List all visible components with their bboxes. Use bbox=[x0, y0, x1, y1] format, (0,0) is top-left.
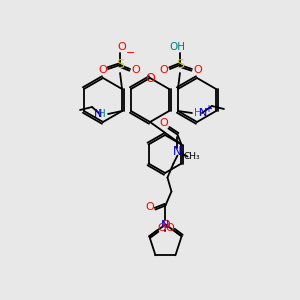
Text: O: O bbox=[145, 202, 154, 212]
Text: O: O bbox=[165, 223, 174, 233]
Text: N: N bbox=[161, 220, 169, 230]
Text: O: O bbox=[118, 42, 126, 52]
Text: H: H bbox=[98, 109, 106, 119]
Text: S: S bbox=[116, 58, 124, 71]
Text: S: S bbox=[176, 58, 184, 71]
Text: N: N bbox=[173, 145, 182, 158]
Text: O: O bbox=[145, 71, 155, 85]
Text: O: O bbox=[160, 65, 168, 75]
Text: +: + bbox=[204, 104, 212, 114]
Text: O: O bbox=[157, 223, 166, 233]
Text: H: H bbox=[194, 108, 202, 118]
Text: O: O bbox=[159, 118, 168, 128]
Text: N: N bbox=[94, 109, 102, 119]
Text: O: O bbox=[99, 65, 107, 75]
Text: OH: OH bbox=[169, 42, 185, 52]
Text: O: O bbox=[132, 65, 140, 75]
Text: −: − bbox=[125, 48, 135, 58]
Text: N: N bbox=[199, 108, 207, 118]
Text: O: O bbox=[194, 65, 202, 75]
Text: CH₃: CH₃ bbox=[183, 152, 200, 161]
Text: O: O bbox=[161, 220, 170, 230]
